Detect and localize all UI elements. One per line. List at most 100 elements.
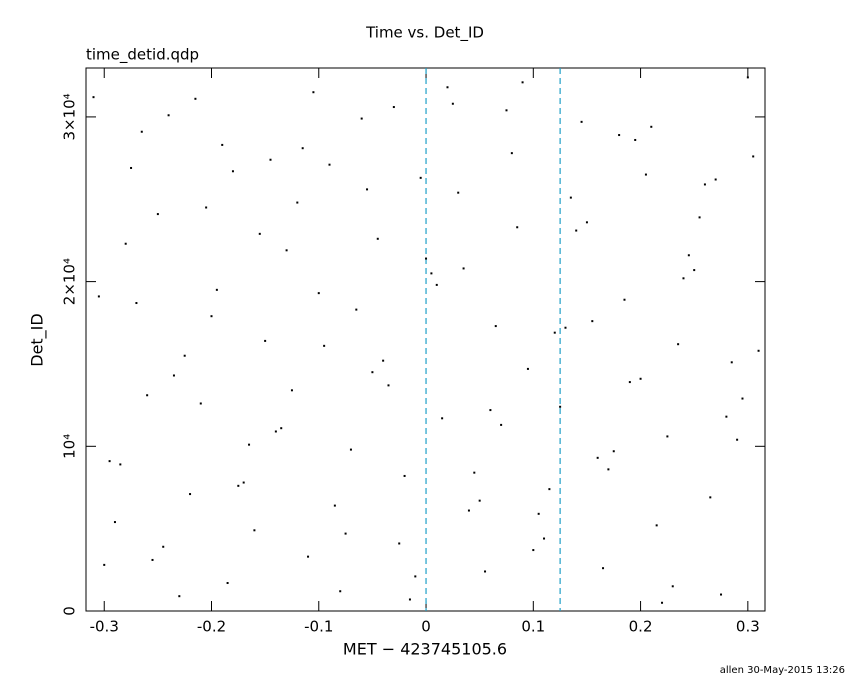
point xyxy=(119,463,122,466)
point xyxy=(403,474,406,477)
point xyxy=(446,86,449,89)
point xyxy=(135,302,138,305)
point xyxy=(408,598,411,601)
point xyxy=(650,125,653,128)
point xyxy=(473,471,476,474)
point xyxy=(677,343,680,346)
point xyxy=(371,371,374,374)
point xyxy=(194,97,197,100)
point xyxy=(328,163,331,166)
point xyxy=(505,109,508,112)
point xyxy=(709,496,712,499)
x-tick-label: 0 xyxy=(421,618,431,636)
point xyxy=(376,237,379,240)
point xyxy=(210,315,213,318)
point xyxy=(323,344,326,347)
point xyxy=(569,196,572,199)
point xyxy=(607,468,610,471)
point xyxy=(215,288,218,291)
point xyxy=(500,423,503,426)
y-tick-label: 3×10⁴ xyxy=(61,93,79,140)
point xyxy=(172,374,175,377)
point xyxy=(92,96,95,99)
point xyxy=(113,521,116,524)
point xyxy=(510,152,513,155)
point xyxy=(516,226,519,229)
point xyxy=(618,134,621,137)
point xyxy=(532,549,535,552)
point xyxy=(703,183,706,186)
chart-title: Time vs. Det_ID xyxy=(365,24,484,43)
point xyxy=(591,320,594,323)
point xyxy=(682,277,685,280)
point xyxy=(725,415,728,418)
x-tick-label: -0.3 xyxy=(90,618,119,636)
point xyxy=(537,512,540,515)
point xyxy=(290,389,293,392)
y-tick-label: 2×10⁴ xyxy=(61,258,79,305)
point xyxy=(644,173,647,176)
point xyxy=(237,484,240,487)
point xyxy=(720,593,723,596)
point xyxy=(339,590,342,593)
point xyxy=(666,435,669,438)
point xyxy=(736,438,739,441)
point xyxy=(661,601,664,604)
point xyxy=(441,417,444,420)
point xyxy=(360,117,363,120)
point xyxy=(221,143,224,146)
x-tick-label: -0.1 xyxy=(304,618,333,636)
point xyxy=(462,267,465,270)
point xyxy=(693,269,696,272)
point xyxy=(382,359,385,362)
point xyxy=(602,567,605,570)
x-tick-label: 0.3 xyxy=(736,618,760,636)
point xyxy=(580,120,583,123)
point xyxy=(162,545,165,548)
point xyxy=(285,249,288,252)
point xyxy=(467,509,470,512)
point xyxy=(392,106,395,109)
point xyxy=(274,430,277,433)
point xyxy=(398,542,401,545)
point xyxy=(151,558,154,561)
point xyxy=(741,397,744,400)
point xyxy=(333,504,336,507)
point xyxy=(253,529,256,532)
point xyxy=(130,166,133,169)
point xyxy=(242,481,245,484)
point xyxy=(494,325,497,328)
point xyxy=(97,295,100,298)
point xyxy=(687,254,690,257)
point xyxy=(108,460,111,463)
y-tick-label: 0 xyxy=(61,606,79,616)
point xyxy=(178,595,181,598)
footer: allen 30-May-2015 13:26 xyxy=(720,665,845,676)
point xyxy=(451,102,454,105)
point xyxy=(146,394,149,397)
point xyxy=(596,456,599,459)
point xyxy=(585,221,588,224)
point xyxy=(199,402,202,405)
point xyxy=(205,206,208,209)
x-tick-label: -0.2 xyxy=(197,618,226,636)
point xyxy=(628,381,631,384)
point xyxy=(564,326,567,329)
point xyxy=(258,232,261,235)
point xyxy=(414,575,417,578)
point xyxy=(269,158,272,161)
point xyxy=(639,377,642,380)
point xyxy=(425,257,428,260)
y-tick-label: 10⁴ xyxy=(61,434,79,459)
y-axis-label: Det_ID xyxy=(28,313,48,366)
point xyxy=(301,147,304,150)
point xyxy=(489,409,492,412)
point xyxy=(521,81,524,84)
point xyxy=(714,178,717,181)
point xyxy=(698,216,701,219)
point xyxy=(124,242,127,245)
point xyxy=(575,229,578,232)
point xyxy=(548,488,551,491)
point xyxy=(752,155,755,158)
